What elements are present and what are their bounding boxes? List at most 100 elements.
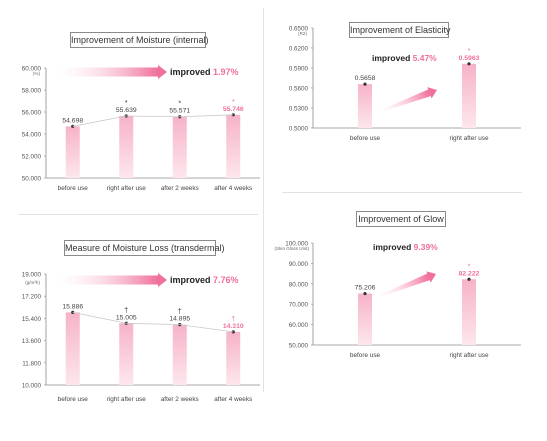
y-tick-label: 90.000 bbox=[289, 261, 309, 268]
improved-text: improved bbox=[170, 67, 213, 77]
bar bbox=[226, 114, 241, 178]
trend-line bbox=[72, 114, 234, 127]
significance-marker: * bbox=[468, 263, 471, 270]
data-point bbox=[363, 291, 367, 296]
improved-label: improved 7.76% bbox=[170, 275, 239, 285]
y-axis-unit: (g/m²h) bbox=[25, 280, 40, 285]
bar bbox=[65, 126, 80, 178]
improved-arrow-shaft bbox=[57, 67, 158, 77]
data-point bbox=[71, 310, 75, 315]
category-label: right after use bbox=[107, 396, 147, 403]
y-tick-label: 13.600 bbox=[22, 338, 42, 345]
data-label: 14.895 bbox=[169, 316, 190, 323]
improved-arrow bbox=[376, 271, 437, 298]
moisture-panel: Improvement of Moisture (internal) 50.00… bbox=[0, 0, 268, 210]
category-label: after 4 weeks bbox=[214, 396, 252, 403]
category-label: after 2 weeks bbox=[161, 185, 199, 192]
data-label: 15.886 bbox=[62, 303, 83, 310]
bar bbox=[172, 324, 187, 385]
improved-value: 7.76% bbox=[213, 275, 239, 285]
improved-text: improved bbox=[372, 53, 413, 63]
y-tick-label: 50.000 bbox=[22, 176, 42, 183]
bar bbox=[462, 279, 476, 345]
y-tick-label: 19.000 bbox=[22, 272, 42, 279]
elasticity-panel: Improvement of Elasticity 0.5000 0.5300 0.… bbox=[268, 0, 547, 192]
improved-label: improved 9.39% bbox=[373, 242, 438, 252]
improved-arrow-head bbox=[158, 273, 167, 287]
y-tick-label: 0.5300 bbox=[289, 106, 309, 113]
category-label: before use bbox=[350, 352, 381, 359]
category-label: before use bbox=[58, 396, 89, 403]
chart-title: Improvement of Elasticity bbox=[349, 22, 451, 38]
improved-label: improved 1.97% bbox=[170, 67, 239, 77]
y-tick-label: 17.200 bbox=[22, 294, 42, 301]
improved-arrow-head bbox=[427, 87, 438, 99]
y-tick-label: 11.800 bbox=[22, 360, 41, 367]
y-tick-label: 0.5000 bbox=[289, 126, 309, 133]
data-label: 0.5963 bbox=[459, 55, 480, 62]
bar bbox=[172, 116, 187, 178]
data-label: 55.639 bbox=[116, 107, 137, 114]
improved-arrow-shaft bbox=[57, 275, 158, 285]
improved-arrow-shaft bbox=[377, 89, 431, 113]
y-tick-label: 0.5900 bbox=[289, 66, 309, 73]
improved-arrow bbox=[377, 87, 438, 113]
glow-chart: 50.000 60.000 70.000 80.000 90.000 100.000(Sk… bbox=[275, 241, 521, 359]
y-tick-label: 54.000 bbox=[22, 132, 42, 139]
y-tick-label: 60.000 bbox=[22, 66, 42, 73]
improved-value: 5.47% bbox=[413, 53, 438, 63]
improved-arrow-shaft bbox=[376, 273, 430, 298]
improved-text: improved bbox=[170, 275, 213, 285]
moisture-loss-chart: 10.000 11.800 13.600 15.400 17.200 19.000(g/m… bbox=[22, 272, 260, 403]
data-label: 75.206 bbox=[355, 285, 376, 292]
chart-title: Improvement of Glow bbox=[356, 211, 446, 227]
data-point bbox=[467, 277, 471, 281]
category-label: after 2 weeks bbox=[161, 396, 199, 403]
y-axis-unit: (R2) bbox=[298, 31, 307, 36]
trend-line bbox=[72, 312, 234, 333]
bar bbox=[119, 323, 134, 385]
bar bbox=[65, 312, 80, 385]
significance-marker: † bbox=[231, 316, 235, 323]
significance-marker: * bbox=[232, 99, 235, 106]
y-tick-label: 0.5600 bbox=[289, 86, 309, 93]
y-axis-unit: (Skin Gloss Unit) bbox=[275, 246, 310, 251]
data-label: 55.746 bbox=[223, 106, 244, 113]
category-label: before use bbox=[58, 185, 89, 192]
y-tick-label: 0.6500 bbox=[289, 26, 309, 33]
improved-arrow-head bbox=[426, 271, 437, 283]
y-tick-label: 50.000 bbox=[289, 343, 309, 350]
bar bbox=[119, 115, 134, 178]
category-label: before use bbox=[350, 135, 381, 142]
y-tick-label: 0.6200 bbox=[289, 46, 309, 53]
significance-marker: * bbox=[468, 48, 471, 55]
y-tick-label: 52.000 bbox=[22, 154, 42, 161]
y-tick-label: 56.000 bbox=[22, 110, 42, 117]
category-label: right after use bbox=[449, 352, 489, 359]
category-label: after 4 weeks bbox=[214, 185, 252, 192]
significance-marker: † bbox=[124, 307, 128, 314]
y-tick-label: 58.000 bbox=[22, 88, 42, 95]
data-point bbox=[363, 82, 367, 86]
data-label: 15.005 bbox=[116, 314, 137, 321]
y-tick-label: 60.000 bbox=[289, 322, 309, 329]
bar bbox=[226, 331, 241, 385]
glow-panel: Improvement of Glow 50.000 60.000 70.000 80… bbox=[268, 200, 547, 390]
horizontal-divider-right bbox=[282, 192, 522, 193]
elasticity-chart: 0.5000 0.5300 0.5600 0.5900 0.6200 0.6500(R2)… bbox=[289, 26, 521, 142]
improved-text: improved bbox=[373, 242, 414, 252]
y-axis-unit: (%) bbox=[33, 71, 41, 76]
moisture-loss-panel: Measure of Moisture Loss (transdermal) 1… bbox=[0, 228, 268, 441]
data-label: 14.310 bbox=[223, 323, 244, 330]
data-point bbox=[231, 330, 235, 334]
significance-marker: * bbox=[178, 101, 181, 108]
improved-label: improved 5.47% bbox=[372, 53, 437, 63]
moisture-chart: 50.000 52.000 54.000 56.000 58.000 60.000(%) 5… bbox=[22, 65, 260, 192]
chart-title: Improvement of Moisture (internal) bbox=[70, 32, 209, 48]
bar bbox=[462, 63, 476, 128]
significance-marker: * bbox=[125, 100, 128, 107]
significance-marker: † bbox=[178, 309, 182, 316]
category-label: right after use bbox=[449, 135, 489, 142]
improved-value: 1.97% bbox=[213, 67, 239, 77]
data-label: 0.5658 bbox=[355, 75, 376, 82]
